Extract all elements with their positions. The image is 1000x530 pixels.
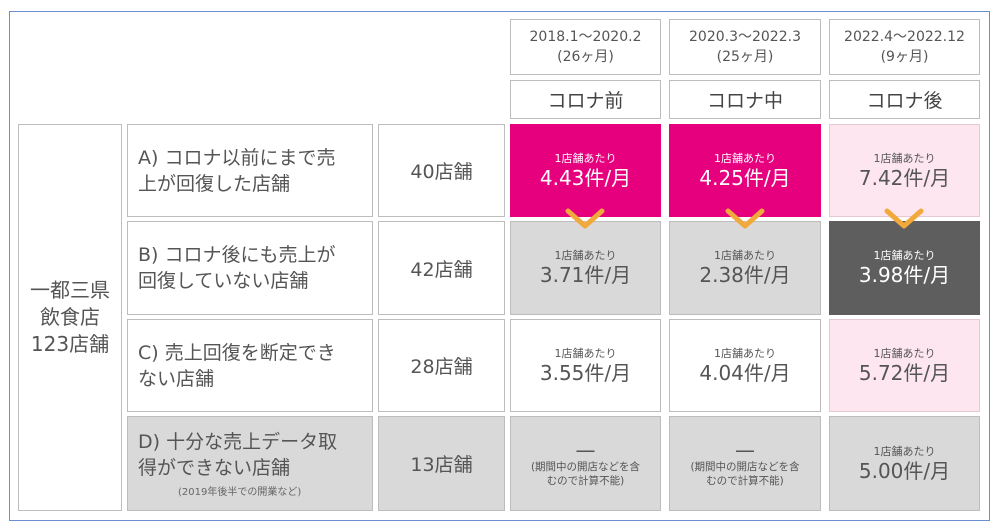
- store-count: 13店舗: [410, 454, 473, 476]
- row-label-b: B) コロナ後にも売上が 回復していない店舗: [127, 221, 373, 315]
- value-cell-a1: 1店舗あたり 4.43件/月: [510, 124, 661, 217]
- not-applicable-note: (期間中の開店などを含: [690, 460, 800, 473]
- not-applicable-note: むので計算不能): [546, 474, 625, 487]
- value-cell-b1: 1店舗あたり 3.71件/月: [510, 221, 661, 315]
- per-store-label: 1店舗あたり: [873, 249, 936, 262]
- per-store-label: 1店舗あたり: [714, 151, 776, 165]
- per-store-value: 7.42件/月: [858, 165, 951, 190]
- per-store-value: 3.98件/月: [858, 263, 951, 287]
- row-label-line: 上が回復した店舗: [138, 172, 291, 195]
- period-range: 2018.1〜2020.2: [529, 29, 642, 45]
- value-cell-c3: 1店舗あたり 5.72件/月: [829, 319, 980, 412]
- per-store-label: 1店舗あたり: [714, 249, 776, 262]
- period-header-3: 2022.4〜2022.12 (9ヶ月): [829, 19, 980, 75]
- not-applicable-note: (期間中の開店などを含: [530, 460, 641, 473]
- per-store-value: 4.04件/月: [699, 360, 791, 385]
- period-months: (26ヶ月): [557, 49, 614, 65]
- row-label-line: ない店舗: [138, 367, 215, 390]
- per-store-label: 1店舗あたり: [554, 151, 617, 165]
- per-store-value: 4.25件/月: [699, 165, 791, 190]
- store-count-d: 13店舗: [378, 416, 505, 511]
- per-store-value: 5.72件/月: [858, 360, 951, 385]
- phase-label: コロナ後: [866, 90, 943, 112]
- row-label-line: C) 売上回復を断定でき: [138, 341, 336, 364]
- chevron-down-icon: [725, 208, 765, 229]
- group-line: 一都三県: [30, 278, 110, 302]
- value-cell-d3: 1店舗あたり 5.00件/月: [829, 416, 980, 511]
- phase-label: コロナ前: [547, 90, 624, 112]
- store-count-b: 42店舗: [378, 221, 505, 315]
- per-store-value: 2.38件/月: [699, 263, 791, 287]
- per-store-label: 1店舗あたり: [554, 249, 617, 262]
- value-cell-a2: 1店舗あたり 4.25件/月: [669, 124, 821, 217]
- group-line: 123店舗: [30, 332, 110, 356]
- per-store-label: 1店舗あたり: [873, 151, 936, 165]
- row-label-line: B) コロナ後にも売上が: [138, 244, 336, 266]
- per-store-label: 1店舗あたり: [714, 346, 776, 360]
- per-store-value: 5.00件/月: [858, 458, 951, 483]
- period-range: 2020.3〜2022.3: [689, 29, 801, 45]
- value-cell-d2: — (期間中の開店などを含 むので計算不能): [669, 416, 821, 511]
- row-label-line: A) コロナ以前にまで売: [138, 146, 336, 169]
- period-header-1: 2018.1〜2020.2 (26ヶ月): [510, 19, 661, 75]
- store-count-a: 40店舗: [378, 124, 505, 217]
- per-store-label: 1店舗あたり: [554, 346, 617, 360]
- group-label: 一都三県 飲食店 123店舗: [18, 124, 122, 511]
- chevron-down-icon: [884, 208, 924, 229]
- store-count-c: 28店舗: [378, 319, 505, 412]
- row-label-line: 回復していない店舗: [138, 270, 309, 292]
- phase-label: コロナ中: [706, 90, 783, 112]
- value-cell-a3: 1店舗あたり 7.42件/月: [829, 124, 980, 217]
- phase-header-2: コロナ中: [669, 80, 821, 119]
- not-applicable-dash: —: [575, 437, 596, 462]
- store-count: 40店舗: [410, 161, 473, 183]
- value-cell-b2: 1店舗あたり 2.38件/月: [669, 221, 821, 315]
- period-range: 2022.4〜2022.12: [844, 29, 965, 45]
- phase-header-3: コロナ後: [829, 80, 980, 119]
- phase-header-1: コロナ前: [510, 80, 661, 119]
- per-store-value: 4.43件/月: [539, 165, 632, 190]
- row-label-a: A) コロナ以前にまで売 上が回復した店舗: [127, 124, 373, 217]
- chevron-down-icon: [565, 208, 605, 229]
- not-applicable-dash: —: [735, 437, 755, 462]
- period-header-2: 2020.3〜2022.3 (25ヶ月): [669, 19, 821, 75]
- store-count: 42店舗: [410, 258, 473, 281]
- store-count: 28店舗: [410, 356, 473, 378]
- value-cell-b3: 1店舗あたり 3.98件/月: [829, 221, 980, 315]
- period-months: (25ヶ月): [716, 49, 774, 65]
- per-store-label: 1店舗あたり: [873, 346, 936, 360]
- value-cell-c1: 1店舗あたり 3.55件/月: [510, 319, 661, 412]
- row-label-line: D) 十分な売上データ取: [138, 431, 338, 453]
- per-store-value: 3.55件/月: [539, 360, 632, 385]
- row-label-c: C) 売上回復を断定でき ない店舗: [127, 319, 373, 412]
- value-cell-d1: — (期間中の開店などを含 むので計算不能): [510, 416, 661, 511]
- value-cell-c2: 1店舗あたり 4.04件/月: [669, 319, 821, 412]
- per-store-value: 3.71件/月: [539, 263, 632, 287]
- not-applicable-note: むので計算不能): [706, 474, 784, 487]
- period-months: (9ヶ月): [880, 49, 929, 65]
- row-label-d: D) 十分な売上データ取 得ができない店舗 (2019年後半での開業など): [127, 416, 373, 511]
- group-line: 飲食店: [40, 305, 100, 329]
- row-label-line: 得ができない店舗: [138, 457, 291, 479]
- per-store-label: 1店舗あたり: [873, 444, 936, 458]
- row-note: (2019年後半での開業など): [178, 487, 302, 498]
